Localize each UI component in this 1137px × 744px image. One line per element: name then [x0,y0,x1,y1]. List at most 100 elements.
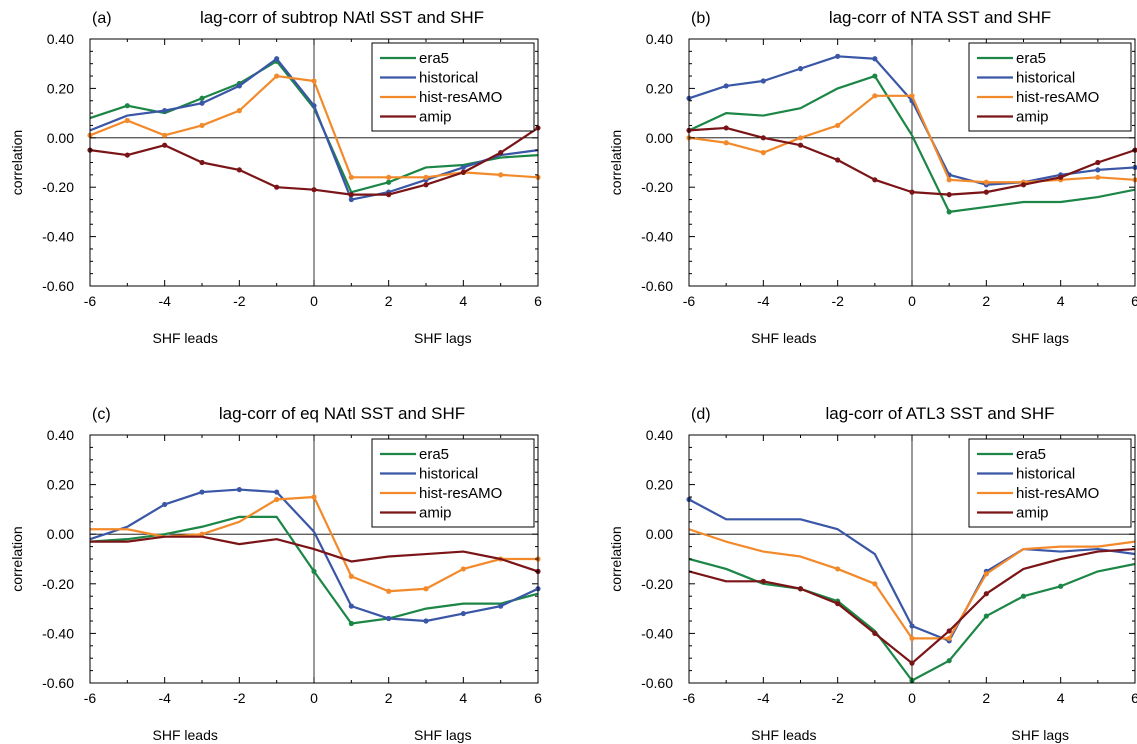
y-tick-label: 0.40 [646,427,673,443]
data-point-amip [124,152,130,158]
data-point-historical [460,610,466,617]
data-point-era5 [199,95,205,101]
x-tick-label: 4 [1057,690,1065,706]
y-tick-label: 0.20 [47,80,74,96]
legend-label-era5: era5 [419,50,449,67]
data-point-era5 [124,103,130,109]
y-tick-label: 0.20 [47,477,74,493]
data-point-era5 [946,658,952,664]
data-point-amip [498,150,504,156]
data-point-amip [1020,182,1027,188]
x-tick-label: 0 [908,690,916,706]
x-tick-label: 6 [534,293,542,309]
y-tick-label: -0.20 [641,576,673,592]
data-point-amip [162,142,168,148]
y-tick-label: -0.20 [42,576,74,592]
x-axis-label-leads: SHF leads [751,330,816,346]
data-point-hist-resAMO [274,496,280,503]
data-point-amip [835,157,841,163]
data-point-hist-resAMO [1095,174,1101,180]
legend-label-historical: historical [1016,70,1075,87]
data-point-amip [386,192,392,198]
y-tick-label: -0.20 [42,179,74,195]
data-point-hist-resAMO [460,566,466,572]
y-tick-label: -0.60 [641,278,673,294]
data-point-amip [946,192,952,198]
data-point-amip [797,586,804,592]
x-axis-label-lags: SHF lags [1011,330,1069,346]
x-tick-label: 0 [310,293,318,309]
y-tick-label: 0.00 [47,526,74,542]
x-tick-label: -2 [233,293,246,309]
data-point-era5 [1020,593,1027,599]
data-point-amip [909,189,915,195]
chart-panel-4: -6 -4 -2 0 2 4 6 0.40 0.20 0.00 -0.20 -0.40 -0.60 cor… [608,404,1137,743]
data-point-hist-resAMO [872,93,878,99]
data-point-era5 [983,613,989,619]
y-tick-label: 0.00 [646,526,673,542]
x-axis-label-lags: SHF lags [1011,727,1069,743]
x-tick-label: -6 [84,293,97,309]
legend: era5 historical hist-resAMO amip [968,42,1132,132]
x-tick-label: 4 [459,293,467,309]
x-tick-label: -6 [683,293,696,309]
legend-label-hist-resAMO: hist-resAMO [1016,89,1099,106]
data-point-hist-resAMO [983,179,989,185]
y-axis-label: correlation [9,526,25,591]
x-axis-label-leads: SHF leads [153,330,218,346]
data-point-hist-resAMO [423,174,429,180]
chart-title: lag-corr of NTA SST and SHF [829,8,1051,27]
data-point-historical [797,66,804,72]
data-point-amip [348,192,354,198]
data-point-hist-resAMO [797,135,804,141]
data-point-amip [946,628,952,634]
data-point-amip [835,601,841,607]
chart-title: lag-corr of ATL3 SST and SHF [826,404,1055,423]
legend-box [371,438,535,528]
y-tick-label: -0.40 [42,625,74,641]
data-point-hist-resAMO [760,150,766,156]
data-point-historical [498,603,504,609]
data-point-era5 [386,179,392,185]
data-point-hist-resAMO [909,635,915,641]
data-point-hist-resAMO [348,573,354,579]
legend-label-amip: amip [419,109,452,126]
legend-label-historical: historical [1016,466,1075,483]
x-tick-label: 2 [385,293,393,309]
y-axis-label: correlation [608,526,624,591]
legend-label-hist-resAMO: hist-resAMO [1016,485,1099,502]
x-tick-label: -2 [831,690,844,706]
x-tick-label: -2 [831,293,844,309]
data-point-hist-resAMO [946,635,952,641]
data-point-historical [199,100,205,106]
x-tick-label: 2 [982,293,990,309]
y-tick-label: -0.60 [42,278,74,294]
data-point-amip [311,187,317,193]
chart-panel-2: -6 -4 -2 0 2 4 6 0.40 0.20 0.00 -0.20 -0.40 -0.60 cor… [608,8,1137,346]
data-point-hist-resAMO [274,73,280,79]
x-tick-label: -2 [233,690,246,706]
x-axis-label-leads: SHF leads [751,727,816,743]
data-point-historical [274,56,280,62]
data-point-historical [723,83,729,89]
data-point-historical [199,489,205,495]
x-axis-label-leads: SHF leads [153,727,218,743]
data-point-amip [872,177,878,183]
x-tick-label: 2 [982,690,990,706]
x-tick-label: -6 [84,690,97,706]
data-point-amip [909,660,915,666]
x-tick-label: 0 [908,293,916,309]
y-tick-label: -0.60 [42,675,74,691]
data-point-era5 [311,568,317,575]
data-point-amip [760,135,766,141]
series-line-era5 [689,74,1135,213]
legend: era5 historical hist-resAMO amip [371,438,535,528]
data-point-hist-resAMO [835,122,841,129]
x-tick-label: 2 [385,690,393,706]
data-point-historical [236,486,242,493]
data-point-amip [1058,174,1064,180]
x-axis-label-lags: SHF lags [414,727,472,743]
data-point-amip [983,591,989,597]
data-point-hist-resAMO [423,586,429,592]
data-point-amip [872,630,878,637]
